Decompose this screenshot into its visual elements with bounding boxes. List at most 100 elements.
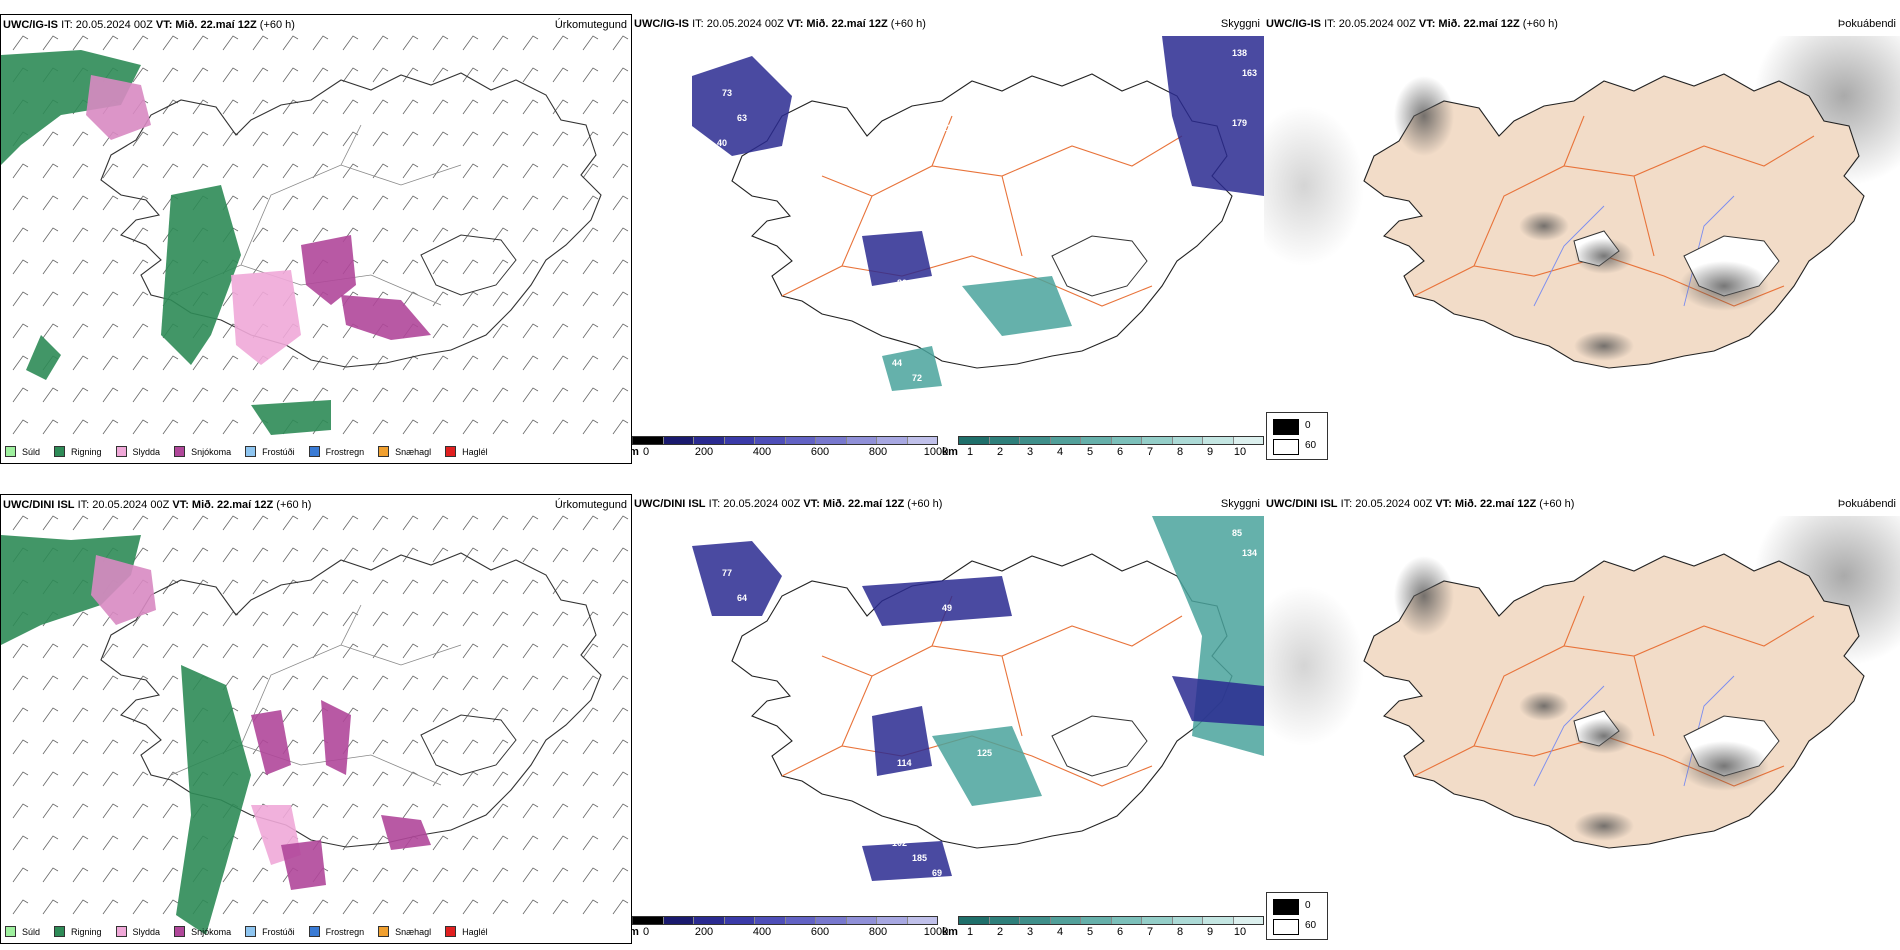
precip-area [381,815,431,850]
visibility-value-label: 75 [932,283,942,293]
visibility-m-tick: 0 [642,926,650,938]
visibility-m-tick: 0 [642,446,650,458]
fog-patch [1679,261,1769,311]
visibility-area [962,276,1072,336]
fog-patch [1519,691,1569,721]
fog-map [1264,516,1900,849]
panel-type-title: Þokuábendi [1837,18,1896,30]
visibility-m-colorbar [632,916,938,925]
precip-legend-label: Frostúði [262,446,295,457]
panel-type-title: Þokuábendi [1837,498,1896,510]
visibility-panel-row1: UWC/IG-IS IT: 20.05.2024 00Z VT: Mið. 22… [632,14,1264,464]
fog-patch [1394,76,1454,156]
precip-legend-item: Haglél [445,926,488,937]
precip-legend-swatch [245,926,257,937]
fog-patch [1574,811,1634,841]
precip-area [301,235,356,305]
visibility-m-tick: 200 [694,446,714,458]
visibility-value-label: 114 [897,758,912,768]
fog-legend: 0 60 [1266,412,1328,460]
precip-map [1,515,629,935]
visibility-m-unit: m [632,926,639,938]
visibility-value-label: 86 [732,743,742,753]
precip-panel-row1: UWC/IG-IS IT: 20.05.2024 00Z VT: Mið. 22… [0,14,632,464]
precip-legend-swatch [445,446,457,457]
panel-title: UWC/IG-IS IT: 20.05.2024 00Z VT: Mið. 22… [1266,18,1558,30]
panel-type-title: Úrkomutegund [554,499,627,511]
precip-area [86,75,151,140]
precip-area [281,840,326,890]
visibility-value-label: 163 [1242,68,1257,78]
fog-patch [1394,556,1454,636]
visibility-value-label: 106 [942,298,957,308]
visibility-value-label: 63 [737,113,747,123]
visibility-km-tick: 7 [1146,926,1154,938]
fog-legend-swatch-60 [1273,439,1299,455]
precip-legend-swatch [445,926,457,937]
panel-title: UWC/IG-IS IT: 20.05.2024 00Z VT: Mið. 22… [3,19,295,31]
visibility-km-ticks: km 1 2 3 4 5 6 7 8 9 10 [942,446,1262,460]
precip-legend-swatch [245,446,257,457]
precip-legend-label: Súld [22,446,41,457]
precip-legend-swatch [174,446,186,457]
visibility-m-tick: 600 [810,926,830,938]
visibility-value-label: 72 [912,373,922,383]
visibility-value-label: 40 [717,138,727,148]
fog-patch [1574,718,1634,754]
visibility-m-tick: 1000 [923,446,949,458]
visibility-value-label: 664 [992,818,1007,828]
precip-legend-item: Snæhagl [378,446,431,457]
precip-area [341,295,431,340]
panel-title: UWC/DINI ISL IT: 20.05.2024 00Z VT: Mið.… [634,498,943,510]
visibility-km-tick: 9 [1206,446,1214,458]
precip-legend-swatch [5,446,16,457]
visibility-value-label: 55 [702,748,712,758]
visibility-value-label: 136 [932,763,947,773]
fog-panel-row2: UWC/DINI ISL IT: 20.05.2024 00Z VT: Mið.… [1264,494,1900,944]
visibility-area [862,576,1012,626]
visibility-value-label: 128 [942,778,957,788]
visibility-map: 77 64 119 106 55 86 56 77 115 114 136 125 128 125 664 3… [692,516,1264,881]
precip-legend: Súld Rigning Slydda Snjókoma Frostúði Frostre… [5,926,488,937]
visibility-m-tick: 800 [868,926,888,938]
precip-legend-item: Súld [5,446,40,457]
visibility-m-tick: 1000 [923,926,949,938]
panel-title: UWC/DINI ISL IT: 20.05.2024 00Z VT: Mið.… [1266,498,1575,510]
visibility-km-tick: 10 [1233,926,1247,938]
panel-title: UWC/IG-IS IT: 20.05.2024 00Z VT: Mið. 22… [634,18,926,30]
visibility-value-label: 102 [892,838,907,848]
visibility-value-label: 77 [722,568,732,578]
precip-legend-label: Rigning [71,446,102,457]
precip-legend-swatch [54,926,66,937]
visibility-m-tick: 600 [810,446,830,458]
visibility-value-label: 25 [752,328,762,338]
precip-map [1,35,629,435]
visibility-km-tick: 3 [1026,926,1034,938]
precip-legend-item: Frostregn [308,926,364,937]
visibility-km-colorbar [958,916,1264,925]
visibility-km-colorbar [958,436,1264,445]
precip-legend-label: Súld [22,926,41,937]
visibility-value-label: 125 [962,808,977,818]
visibility-km-tick: 9 [1206,926,1214,938]
iceland-coastline [100,552,602,848]
visibility-value-label: 100 [992,338,1007,348]
fog-legend-label-60: 60 [1305,440,1317,451]
visibility-value-label: 69 [962,328,972,338]
precip-legend-swatch [54,446,66,457]
visibility-value-label: 106 [742,648,757,658]
fog-patch [1574,238,1634,274]
visibility-km-tick: 3 [1026,446,1034,458]
visibility-km-tick: 5 [1086,926,1094,938]
precip-legend-item: Snjókoma [174,926,231,937]
precip-legend-item: Slydda [115,446,160,457]
precip-legend-label: Snjókoma [191,446,232,457]
visibility-km-tick: 2 [996,926,1004,938]
visibility-km-unit: km [942,446,958,458]
visibility-value-label: 44 [892,358,902,368]
precip-legend-item: Rigning [54,446,102,457]
visibility-value-label: 41 [852,288,862,298]
visibility-km-tick: 10 [1233,446,1247,458]
precip-area [321,700,351,775]
visibility-km-tick: 2 [996,446,1004,458]
